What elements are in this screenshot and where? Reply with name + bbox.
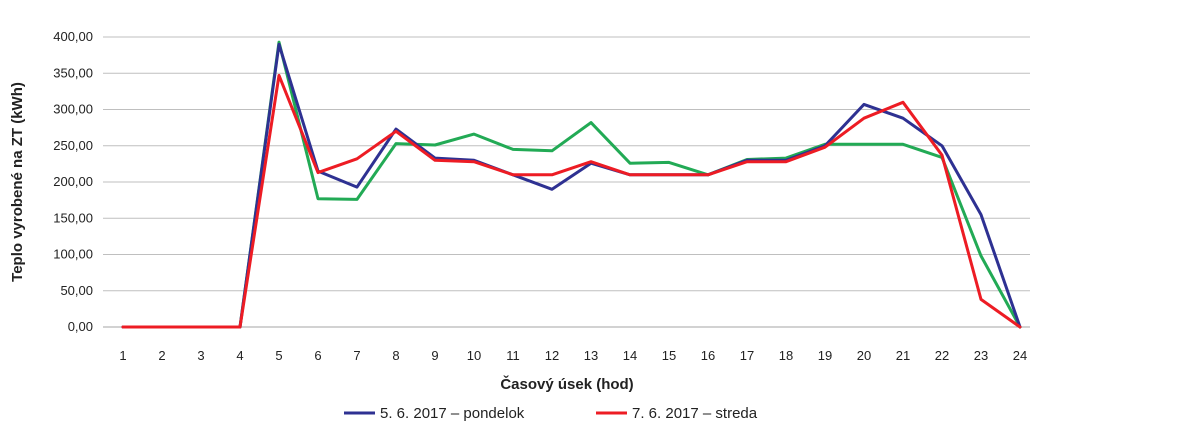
- x-tick-label: 11: [506, 348, 520, 363]
- series-line-1: [121, 42, 1022, 329]
- x-tick-label: 13: [584, 348, 598, 363]
- legend-item-series-2: 7. 6. 2017 – streda: [596, 405, 758, 422]
- x-tick-label: 19: [818, 348, 832, 363]
- y-tick-label: 250,00: [53, 138, 93, 153]
- x-tick-label: 24: [1013, 348, 1027, 363]
- x-axis-title: Časový úsek (hod): [500, 375, 633, 393]
- y-axis-title: Teplo vyrobené na ZT (kWh): [9, 82, 26, 282]
- x-tick-label: 17: [740, 348, 754, 363]
- x-tick-label: 10: [467, 348, 481, 363]
- x-tick-label: 5: [275, 348, 282, 363]
- y-tick-label: 350,00: [53, 65, 93, 80]
- x-tick-label: 12: [545, 348, 559, 363]
- x-tick-label: 6: [314, 348, 321, 363]
- x-tick-label: 23: [974, 348, 988, 363]
- y-tick-label: 300,00: [53, 102, 93, 117]
- y-tick-label: 200,00: [53, 174, 93, 189]
- y-tick-label: 50,00: [60, 283, 93, 298]
- x-tick-label: 15: [662, 348, 676, 363]
- x-tick-label: 8: [392, 348, 399, 363]
- tick-labels: 0,00 50,00 100,00 150,00 200,00 250,00 300,00 3…: [53, 29, 1027, 363]
- x-tick-label: 9: [431, 348, 438, 363]
- x-tick-label: 22: [935, 348, 949, 363]
- series-line-3: [121, 40, 1022, 329]
- legend: 5. 6. 2017 – pondelok 7. 6. 2017 – stred…: [344, 405, 758, 422]
- y-tick-label: 0,00: [68, 319, 93, 334]
- series-lines: [121, 40, 1022, 329]
- x-tick-label: 2: [158, 348, 165, 363]
- x-tick-label: 4: [236, 348, 243, 363]
- x-tick-label: 21: [896, 348, 910, 363]
- x-tick-label: 16: [701, 348, 715, 363]
- x-tick-label: 3: [197, 348, 204, 363]
- series-line-2: [121, 73, 1022, 329]
- x-tick-label: 14: [623, 348, 637, 363]
- x-tick-label: 18: [779, 348, 793, 363]
- y-tick-label: 100,00: [53, 247, 93, 262]
- legend-item-series-1: 5. 6. 2017 – pondelok: [344, 405, 525, 422]
- y-tick-label: 400,00: [53, 29, 93, 44]
- x-tick-label: 7: [353, 348, 360, 363]
- x-tick-label: 1: [119, 348, 126, 363]
- gridlines: [103, 36, 1030, 292]
- legend-label-series-1: 5. 6. 2017 – pondelok: [380, 405, 525, 422]
- x-tick-label: 20: [857, 348, 871, 363]
- legend-label-series-2: 7. 6. 2017 – streda: [632, 405, 758, 422]
- y-tick-label: 150,00: [53, 210, 93, 225]
